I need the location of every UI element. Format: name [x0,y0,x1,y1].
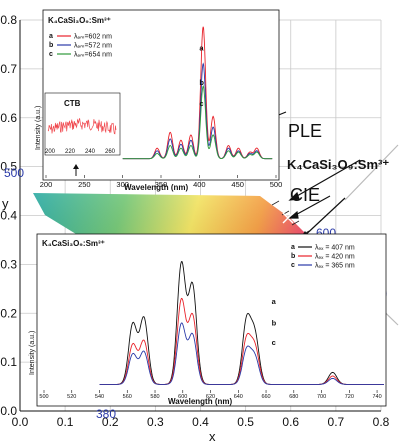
ple-legend-text: λₑₘ=654 nm [74,52,112,59]
ple-inset-title: K₄CaSi₃O₉:Sm³⁺ [48,16,111,25]
pl-x-tick-label: 560 [123,394,132,400]
y-tick-label: 0.2 [0,306,17,320]
pl-x-tick-label: 580 [150,394,159,400]
pl-series-line [99,297,384,385]
pl-x-tick-label: 680 [289,394,298,400]
y-tick-label: 0.4 [0,209,17,223]
ple-inset-xlabel: Wavelength (nm) [124,183,188,192]
ctb-x-ticks: 200 220 240 260 [45,149,116,155]
x-tick-label: 0.1 [57,415,74,429]
pl-legend: a λₑₓ = 407 nm b λₑₓ = 420 nm c λₑₓ = 365 nm [291,244,355,270]
cie-label: CIE [290,185,320,205]
ple-curve-label: a [199,43,204,52]
y-tick-label: 0.3 [0,257,17,271]
x-axis-label: x [209,429,216,444]
pl-x-ticks: 500 520 540 560 580 600 620 640 660 680 700 720 740 [39,390,382,400]
ple-x-tick-label: 500 [270,180,283,189]
ple-x-tick-label: 400 [193,180,206,189]
pl-x-tick-label: 720 [345,394,354,400]
x-tick-label: 0.3 [147,415,164,429]
ple-legend-text: λₑₘ=572 nm [74,43,112,50]
pl-legend-text: λₑₓ = 407 nm [315,245,355,252]
pl-x-tick-label: 700 [317,394,326,400]
pl-x-tick-label: 620 [206,394,215,400]
x-tick-label: 0.0 [12,415,29,429]
pl-legend-text: λₑₓ = 365 nm [315,263,355,270]
locus-label-500: 500 [4,166,24,180]
x-tick-label: 0.4 [192,415,209,429]
ctb-x-tick-label: 200 [45,149,56,155]
ple-label: PLE [288,121,322,141]
locus-extension [344,144,399,201]
y-axis-ticks: 0.0 0.1 0.2 0.3 0.4 0.5 0.6 0.7 0.8 [0,13,17,418]
x-axis-ticks: 0.0 0.1 0.2 0.3 0.4 0.5 0.6 0.7 0.8 [12,415,390,429]
ple-legend-text: λₑₘ=602 nm [74,34,112,41]
y-tick-label: 0.0 [0,404,17,418]
x-tick-label: 0.8 [373,415,390,429]
ple-legend-letter: a [49,33,53,40]
ctb-x-tick-label: 220 [65,149,76,155]
x-tick-label: 0.6 [282,415,299,429]
ctb-noise-curve [47,117,117,135]
pl-x-tick-label: 540 [95,394,104,400]
ple-legend: a λₑₘ=602 nm b λₑₘ=572 nm c λₑₘ=654 nm [49,33,112,59]
ctb-x-tick-label: 260 [105,149,116,155]
pl-inset-xlabel: Wavelength (nm) [168,397,232,406]
x-tick-label: 0.7 [328,415,345,429]
y-tick-label: 0.7 [0,62,17,76]
x-tick-label: 0.5 [237,415,254,429]
ple-curve-labels: a b c [199,43,204,107]
pl-curve-label: a [272,297,277,306]
y-tick-label: 0.6 [0,111,17,125]
pl-curves [99,261,384,385]
y-tick-label: 0.1 [0,355,17,369]
pl-curve-labels: a b c [272,297,277,347]
x-tick-label: 0.2 [102,415,119,429]
ple-x-tick-label: 200 [40,180,53,189]
ple-x-tick-label: 450 [231,180,244,189]
pl-legend-text: λₑₓ = 420 nm [315,254,355,261]
y-tick-label: 0.8 [0,13,17,27]
pl-legend-letter: a [291,244,295,251]
ple-x-tick-label: 300 [116,180,129,189]
y-axis-label: y [2,196,9,211]
cie-point-marker [282,212,294,224]
ctb-arrowhead [73,164,79,169]
pl-x-tick-label: 660 [261,394,270,400]
pl-series-line [99,322,384,385]
ple-legend-letter: c [49,51,53,58]
pl-curve-label: c [272,338,276,347]
ple-curves [122,26,273,160]
compound-label: K₄CaSi₃O₉:Sm³⁺ [287,157,389,172]
pl-x-tick-label: 500 [39,394,48,400]
pl-legend-letter: b [291,253,295,260]
ctb-label: CTB [64,99,81,108]
ple-x-tick-label: 350 [155,180,168,189]
pl-inset-title: K₄CaSi₃O₉:Sm³⁺ [42,239,105,248]
ple-series-line [122,84,273,160]
pl-inset: K₄CaSi₃O₉:Sm³⁺ a λₑₓ = 407 nm b λₑₓ = 420 n… [29,233,387,407]
pl-series-line [99,261,384,385]
pl-x-tick-label: 740 [372,394,381,400]
pl-legend-letter: c [291,262,295,269]
y-tick-label: 0.5 [0,160,17,174]
ctb-x-tick-label: 240 [85,149,96,155]
pl-inset-frame [36,233,387,407]
locus-label-380: 380 [96,407,116,421]
ple-legend-letter: b [49,42,53,49]
ple-curve-label: c [199,99,203,108]
pl-curve-label: b [272,319,277,328]
ple-inset: K₄CaSi₃O₉:Sm³⁺ a λₑₘ=602 nm b λₑₘ=572 nm c λₑ… [35,9,283,192]
ple-curve-label: b [199,78,204,87]
pl-x-tick-label: 600 [178,394,187,400]
pl-x-tick-label: 520 [67,394,76,400]
pl-x-tick-label: 640 [234,394,243,400]
pl-inset-ylabel: Intensity (a.u.) [29,331,36,375]
ple-inset-ylabel: Intensity (a.u.) [35,106,42,150]
ple-x-tick-label: 250 [78,180,91,189]
ple-x-ticks: 200 250 300 350 400 450 500 [40,175,283,189]
